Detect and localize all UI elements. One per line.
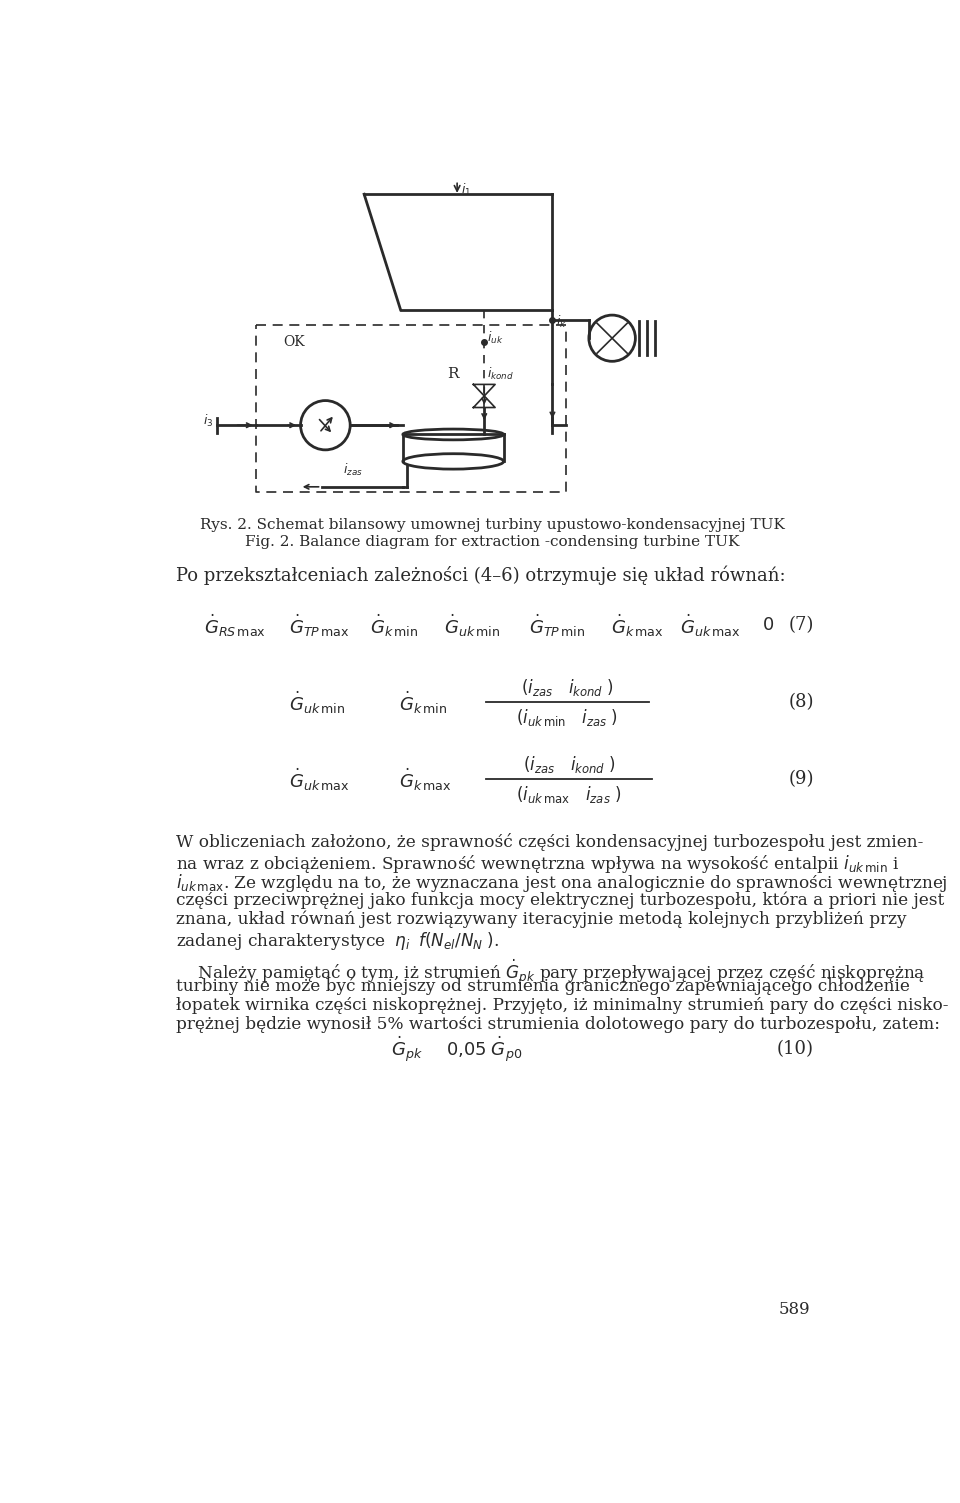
Text: zadanej charakterystyce $\;\eta_i\;\;f(N_{el}/N_N\;)$.: zadanej charakterystyce $\;\eta_i\;\;f(N… (176, 929, 499, 951)
Text: $\dot{G}_{k\,\mathrm{min}}$: $\dot{G}_{k\,\mathrm{min}}$ (371, 612, 419, 639)
Text: Po przekształceniach zależności (4–6) otrzymuje się układ równań:: Po przekształceniach zależności (4–6) ot… (176, 565, 785, 585)
Text: $(i_{uk\,\mathrm{max}}\quad i_{zas}\;)$: $(i_{uk\,\mathrm{max}}\quad i_{zas}\;)$ (516, 785, 621, 806)
Text: $\dot{G}_{uk\,\mathrm{min}}$: $\dot{G}_{uk\,\mathrm{min}}$ (289, 690, 346, 715)
Text: prężnej będzie wynosił 5% wartości strumienia dolotowego pary do turbozespołu, z: prężnej będzie wynosił 5% wartości strum… (176, 1016, 940, 1033)
Text: $(i_{uk\,\mathrm{min}}\quad i_{zas}\;)$: $(i_{uk\,\mathrm{min}}\quad i_{zas}\;)$ (516, 708, 618, 729)
Text: na wraz z obciążeniem. Sprawność wewnętrzna wpływa na wysokość entalpii $i_{uk\,: na wraz z obciążeniem. Sprawność wewnętr… (176, 852, 900, 875)
Text: (9): (9) (788, 771, 814, 789)
Text: R: R (447, 367, 459, 382)
Text: $i_{zas}$: $i_{zas}$ (343, 461, 363, 478)
Text: 589: 589 (779, 1302, 809, 1318)
Text: $\dot{G}_{TP\,\mathrm{min}}$: $\dot{G}_{TP\,\mathrm{min}}$ (529, 612, 586, 639)
Text: $i_{uk\,\mathrm{max}}$. Ze względu na to, że wyznaczana jest ona analogicznie do: $i_{uk\,\mathrm{max}}$. Ze względu na to… (176, 872, 948, 894)
Text: $\dot{G}_{k\,\mathrm{min}}$: $\dot{G}_{k\,\mathrm{min}}$ (399, 690, 447, 715)
Text: $\dot{G}_{pk}$: $\dot{G}_{pk}$ (392, 1034, 423, 1064)
Text: $i_1$: $i_1$ (461, 182, 471, 198)
Text: $0{,}05\;\dot{G}_{p0}$: $0{,}05\;\dot{G}_{p0}$ (445, 1034, 522, 1064)
Text: $i_3$: $i_3$ (203, 413, 213, 430)
Text: części przeciwprężnej jako funkcja mocy elektrycznej turbozespołu, która a prior: części przeciwprężnej jako funkcja mocy … (176, 891, 944, 909)
Text: $\dot{G}_{uk\,\mathrm{max}}$: $\dot{G}_{uk\,\mathrm{max}}$ (680, 612, 740, 639)
Text: $\dot{G}_{uk\,\mathrm{max}}$: $\dot{G}_{uk\,\mathrm{max}}$ (289, 767, 349, 792)
Ellipse shape (403, 428, 504, 440)
Text: (8): (8) (788, 693, 814, 711)
Text: turbiny nie może być mniejszy od strumienia granicznego zapewniającego chłodzeni: turbiny nie może być mniejszy od strumie… (176, 977, 910, 995)
Text: Rys. 2. Schemat bilansowy umownej turbiny upustowo-kondensacyjnej TUK: Rys. 2. Schemat bilansowy umownej turbin… (200, 517, 784, 532)
Text: $\dot{G}_{RS\,\mathrm{max}}$: $\dot{G}_{RS\,\mathrm{max}}$ (204, 612, 266, 639)
Text: $i_{kond}$: $i_{kond}$ (488, 367, 515, 382)
Text: Należy pamiętać o tym, iż strumień $\dot{G}_{pk}$ pary przepływającej przez częś: Należy pamiętać o tym, iż strumień $\dot… (176, 957, 925, 987)
Text: $(i_{zas}\quad i_{kond}\;)$: $(i_{zas}\quad i_{kond}\;)$ (521, 678, 613, 699)
Text: $\dot{G}_{k\,\mathrm{max}}$: $\dot{G}_{k\,\mathrm{max}}$ (399, 767, 451, 792)
Text: $\dot{G}_{TP\,\mathrm{max}}$: $\dot{G}_{TP\,\mathrm{max}}$ (289, 612, 349, 639)
Text: $i_k$: $i_k$ (557, 314, 567, 329)
Text: $\dot{G}_{k\,\mathrm{max}}$: $\dot{G}_{k\,\mathrm{max}}$ (611, 612, 663, 639)
Text: (10): (10) (777, 1040, 814, 1058)
Text: $0$: $0$ (761, 616, 774, 634)
Text: $\dot{G}_{uk\,\mathrm{min}}$: $\dot{G}_{uk\,\mathrm{min}}$ (444, 612, 500, 639)
Text: OK: OK (283, 335, 305, 349)
Text: (7): (7) (788, 616, 814, 634)
Text: znana, układ równań jest rozwiązywany iteracyjnie metodą kolejnych przybliżeń pr: znana, układ równań jest rozwiązywany it… (176, 911, 906, 927)
Text: $(i_{zas}\quad i_{kond}\;)$: $(i_{zas}\quad i_{kond}\;)$ (522, 755, 615, 776)
Text: W obliczeniach założono, że sprawność części kondensacyjnej turbozespołu jest zm: W obliczeniach założono, że sprawność cz… (176, 833, 924, 851)
Text: Fig. 2. Balance diagram for extraction -condensing turbine TUK: Fig. 2. Balance diagram for extraction -… (245, 535, 739, 549)
Text: łopatek wirnika części niskoprężnej. Przyjęto, iż minimalny strumień pary do czę: łopatek wirnika części niskoprężnej. Prz… (176, 996, 948, 1013)
Text: $i_{uk}$: $i_{uk}$ (488, 331, 504, 346)
